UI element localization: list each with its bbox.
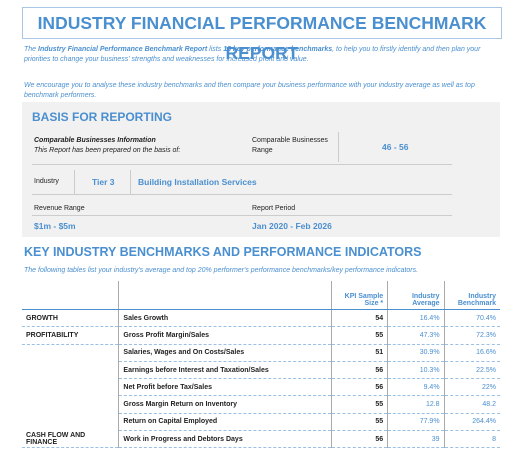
value: Tier 3	[92, 177, 115, 187]
divider	[32, 215, 452, 216]
average-cell: 9.4%	[387, 378, 445, 397]
benchmark-cell: 48.2	[444, 395, 500, 414]
average-cell: 77.9%	[387, 413, 445, 432]
text: 18 key performance benchmarks	[223, 46, 333, 53]
group-cell	[22, 378, 120, 396]
average-cell: 10.3%	[387, 361, 445, 380]
group-cell	[22, 361, 120, 379]
sample-cell: 56	[331, 361, 389, 380]
table-row: Return on Capital Employed 55 77.9% 264.4%	[22, 413, 500, 432]
label: Report Period	[252, 205, 296, 212]
benchmark-cell: 8	[444, 430, 500, 449]
group-cell: CASH FLOW AND FINANCE	[22, 430, 120, 449]
kpi-cell: Gross Profit Margin/Sales	[118, 326, 332, 345]
section-title: KEY INDUSTRY BENCHMARKS AND PERFORMANCE …	[24, 245, 422, 259]
text: , to help you to firstly identify and th…	[24, 46, 481, 63]
section-title: BASIS FOR REPORTING	[32, 110, 173, 124]
kpi-cell: Gross Margin Return on Inventory	[118, 395, 332, 414]
group-cell	[22, 395, 120, 414]
value: Jan 2020 - Feb 2026	[252, 221, 332, 231]
kpi-cell: Sales Growth	[118, 309, 332, 328]
divider	[338, 132, 339, 162]
kpi-cell: Return on Capital Employed	[118, 413, 332, 432]
table-row: PROFITABILITY Gross Profit Margin/Sales 55…	[22, 326, 500, 345]
kpi-cell: Net Profit before Tax/Sales	[118, 378, 332, 397]
subtitle: The following tables list your industry'…	[24, 267, 419, 274]
label: Revenue Range	[34, 205, 85, 212]
paragraph: We encourage you to analyse these indust…	[24, 82, 475, 99]
average-cell: 16.4%	[387, 309, 445, 328]
text: lists	[207, 46, 224, 53]
group-cell	[22, 413, 120, 431]
label: This Report has been prepared on the bas…	[34, 147, 181, 154]
value: $1m - $5m	[34, 221, 76, 231]
sample-cell: 55	[331, 413, 389, 432]
basis-panel: BASIS FOR REPORTING Comparable Businesse…	[22, 102, 500, 237]
value: Building Installation Services	[138, 177, 257, 187]
label: Comparable Businesses Range	[252, 137, 328, 154]
benchmark-cell: 70.4%	[444, 309, 500, 328]
sample-cell: 55	[331, 395, 389, 414]
benchmark-cell: 22%	[444, 378, 500, 397]
benchmark-cell: 16.6%	[444, 344, 500, 362]
sample-cell: 54	[331, 309, 389, 328]
column-header: KPI Sample Size *	[331, 281, 389, 310]
divider	[130, 170, 131, 194]
sample-cell: 51	[331, 344, 389, 362]
benchmark-table: KPI Sample Size * Industry Average Indus…	[22, 281, 500, 449]
table-row: Net Profit before Tax/Sales 56 9.4% 22%	[22, 378, 500, 397]
label: Industry	[34, 178, 59, 185]
table-row: Salaries, Wages and On Costs/Sales 51 30.9…	[22, 344, 500, 362]
sample-cell: 56	[331, 378, 389, 397]
benchmark-cell: 264.4%	[444, 413, 500, 432]
kpi-cell: Salaries, Wages and On Costs/Sales	[118, 344, 332, 362]
benchmark-cell: 72.3%	[444, 326, 500, 345]
value: 46 - 56	[382, 142, 409, 152]
average-cell: 12.8	[387, 395, 445, 414]
group-cell	[22, 344, 120, 362]
divider	[32, 194, 452, 195]
header-row: KPI Sample Size * Industry Average Indus…	[22, 281, 500, 310]
report-title: INDUSTRY FINANCIAL PERFORMANCE BENCHMARK…	[22, 7, 502, 63]
text: The	[24, 46, 39, 53]
group-cell: GROWTH	[22, 309, 120, 328]
label: Comparable Businesses Information	[34, 137, 156, 144]
table-row: GROWTH Sales Growth 54 16.4% 70.4%	[22, 309, 500, 328]
group-cell: PROFITABILITY	[22, 326, 120, 345]
table-row: CASH FLOW AND FINANCE Work in Progress an…	[22, 430, 500, 449]
divider	[32, 164, 452, 165]
column-header: Industry Average	[387, 281, 445, 310]
kpi-cell: Work in Progress and Debtors Days	[118, 430, 332, 449]
column-header: Industry Benchmark	[444, 281, 500, 310]
divider	[74, 170, 75, 194]
text: Industry Financial Performance Benchmark…	[38, 46, 208, 53]
intro: The Industry Financial Performance Bench…	[24, 45, 504, 65]
average-cell: 30.9%	[387, 344, 445, 362]
kpi-cell: Earnings before Interest and Taxation/Sa…	[118, 361, 332, 380]
average-cell: 39	[387, 430, 445, 449]
sample-cell: 56	[331, 430, 389, 449]
sample-cell: 55	[331, 326, 389, 345]
table-row: Gross Margin Return on Inventory 55 12.8 48…	[22, 395, 500, 414]
table-row: Earnings before Interest and Taxation/Sa…	[22, 361, 500, 380]
average-cell: 47.3%	[387, 326, 445, 345]
benchmark-cell: 22.5%	[444, 361, 500, 380]
